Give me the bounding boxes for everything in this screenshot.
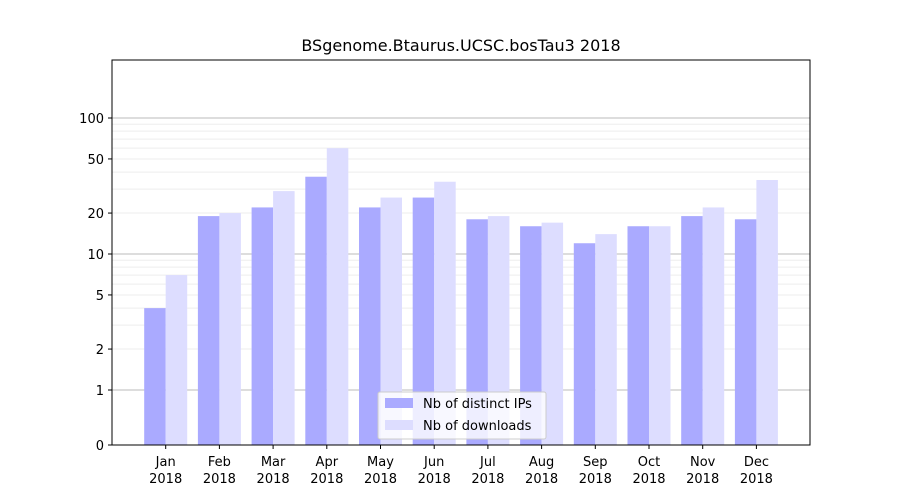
bar-distinct-ips — [197, 216, 220, 445]
x-tick-label-month: Mar — [261, 455, 286, 470]
bar-downloads — [380, 197, 402, 445]
x-tick-label-year: 2018 — [203, 472, 236, 487]
y-tick-label: 10 — [87, 248, 104, 263]
chart-title: BSgenome.Btaurus.UCSC.bosTau3 2018 — [301, 36, 620, 55]
y-tick-label: 2 — [96, 343, 104, 358]
bar-distinct-ips — [251, 207, 274, 445]
x-tick-label-year: 2018 — [740, 472, 773, 487]
legend: Nb of distinct IPs Nb of downloads — [377, 391, 547, 440]
y-axis: 0 1 2 5 10 20 50 100 — [79, 112, 112, 454]
bar-downloads — [756, 180, 778, 445]
x-tick-label-month: Apr — [316, 455, 339, 470]
x-tick-label-year: 2018 — [257, 472, 290, 487]
bar-downloads — [273, 191, 295, 445]
bars — [144, 148, 778, 446]
x-tick-label-year: 2018 — [686, 472, 719, 487]
x-tick-label-year: 2018 — [310, 472, 343, 487]
x-tick-label-month: Oct — [638, 455, 660, 470]
bar-distinct-ips — [144, 308, 166, 445]
x-tick-label-year: 2018 — [418, 472, 451, 487]
bar-distinct-ips — [681, 216, 703, 445]
x-tick-label-month: Feb — [208, 455, 231, 470]
x-tick-label-year: 2018 — [149, 472, 182, 487]
plot-frame — [111, 59, 811, 446]
bar-distinct-ips — [305, 176, 327, 446]
bar-downloads — [326, 148, 349, 445]
bar-distinct-ips — [412, 197, 435, 445]
bar-downloads — [487, 216, 510, 445]
bar-downloads — [541, 222, 564, 445]
x-tick-label-month: Aug — [529, 455, 554, 470]
bar-downloads — [649, 226, 671, 445]
bar-distinct-ips — [573, 243, 596, 445]
x-tick-label-month: Sep — [583, 455, 608, 470]
y-tick-label: 1 — [96, 384, 104, 399]
x-tick-label-year: 2018 — [579, 472, 612, 487]
x-tick-label-year: 2018 — [471, 472, 504, 487]
x-tick-label-month: May — [367, 455, 394, 470]
x-tick-label-year: 2018 — [364, 472, 397, 487]
y-tick-label: 20 — [87, 207, 104, 222]
bar-downloads — [702, 207, 725, 445]
x-tick-label-month: Jun — [423, 455, 444, 470]
bar-distinct-ips — [520, 226, 542, 445]
y-tick-label: 50 — [87, 153, 104, 168]
x-tick-label-month: Nov — [690, 455, 716, 470]
x-tick-label-year: 2018 — [525, 472, 558, 487]
bar-downloads — [434, 181, 456, 445]
y-tick-label: 5 — [96, 289, 104, 304]
legend-label-distinct-ips: Nb of distinct IPs — [423, 397, 532, 412]
bar-downloads — [219, 213, 241, 445]
x-axis: Jan 2018 Feb 2018 Mar 2018 Apr 2018 May 2018 Jun 20… — [149, 445, 773, 487]
legend-swatch-distinct-ips — [385, 398, 413, 408]
bar-distinct-ips — [359, 207, 381, 445]
bar-distinct-ips — [466, 219, 488, 445]
legend-swatch-downloads — [385, 420, 413, 430]
bar-downloads — [595, 234, 617, 445]
bar-downloads — [165, 275, 188, 445]
bar-distinct-ips — [734, 219, 757, 445]
bar-distinct-ips — [627, 226, 649, 445]
y-tick-label: 100 — [79, 112, 104, 127]
x-tick-label-month: Jul — [479, 455, 496, 470]
y-tick-label: 0 — [96, 439, 104, 454]
x-tick-label-year: 2018 — [632, 472, 665, 487]
legend-label-downloads: Nb of downloads — [423, 419, 532, 434]
x-tick-label-month: Dec — [744, 455, 769, 470]
legend-frame — [377, 391, 547, 440]
x-tick-label-month: Jan — [155, 455, 176, 470]
